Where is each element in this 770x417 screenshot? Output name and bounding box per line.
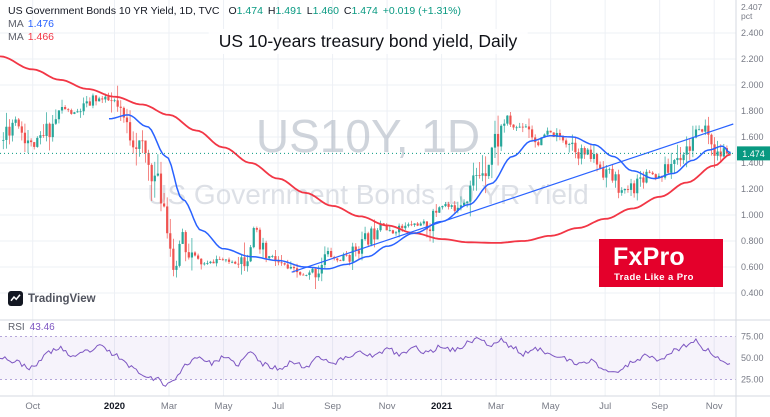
trendline[interactable] [291,123,734,273]
change-value: +0.019 (+1.31%) [382,5,462,17]
candlestick-series [2,85,732,289]
close-label: C [343,5,352,17]
price-tick-label: 1.800 [741,106,764,116]
rsi-legend[interactable]: RSI 43.46 [8,322,55,333]
time-tick-label: Oct [25,401,40,412]
price-tick-label: 2.000 [741,80,764,90]
open-label: O [228,5,237,17]
time-tick-label: May [542,401,560,412]
time-tick-label: May [215,401,233,412]
ma-slow-line[interactable] [0,55,731,244]
rsi-line[interactable] [0,337,731,387]
low-label: L [306,5,313,17]
fxpro-tagline: Trade Like a Pro [614,272,694,283]
rsi-value: 43.46 [29,322,55,333]
ma-fast-row[interactable]: MA 1.476 [8,18,461,31]
ma-fast-line[interactable] [108,114,731,270]
ma-fast-label: MA [8,18,24,30]
time-tick-label: Mar [161,401,177,412]
ohlc-row: US Government Bonds 10 YR Yield, 1D, TVC… [8,5,461,18]
watermark-symbol: US10Y, 1D [256,110,480,162]
symbol-title[interactable]: US Government Bonds 10 YR Yield, 1D, TVC [8,5,220,17]
open-value: 1.474 [236,5,263,17]
high-label: H [267,5,276,17]
rsi-label: RSI [8,322,25,333]
tradingview-logo-label: TradingView [28,292,96,305]
rsi-tick-label: 50.00 [741,353,764,363]
ma-slow-label: MA [8,31,24,43]
high-value: 1.491 [275,5,302,17]
time-tick-label: Sep [651,401,668,412]
price-tick-label: 1.400 [741,158,764,168]
last-price-badge-label: 1.474 [742,149,765,159]
fxpro-logo-text: FxPro [613,243,685,271]
ma-slow-value: 1.466 [27,31,55,43]
price-tick-label: 2.200 [741,54,764,64]
price-axis-unit-label: pct [741,11,753,21]
price-tick-label: 0.800 [741,236,764,246]
moving-average-lines [0,55,734,273]
time-tick-label: 2020 [104,401,125,412]
symbol-legend: US Government Bonds 10 YR Yield, 1D, TVC… [8,5,461,44]
close-value: 1.474 [351,5,378,17]
price-tick-label: 1.200 [741,184,764,194]
last-price-badge [737,146,770,161]
tradingview-logo-icon [8,291,23,306]
price-tick-label: 1.600 [741,132,764,142]
time-tick-label: Sep [324,401,341,412]
rsi-tick-label: 25.00 [741,375,764,385]
rsi-tick-label: 75.00 [741,332,764,342]
low-value: 1.460 [312,5,339,17]
chart-title: US 10-years treasury bond yield, Daily [208,29,528,54]
tradingview-attribution[interactable]: TradingView [8,291,96,306]
price-tick-label: 2.400 [741,28,764,38]
time-tick-label: Jul [272,401,284,412]
time-tick-label: Nov [379,401,396,412]
time-tick-label: 2021 [431,401,453,412]
price-tick-label: 0.600 [741,262,764,272]
watermark-description: US Government Bonds 10 YR Yield [147,179,589,210]
price-axis-max-label: 2.407 [741,2,763,12]
ma-slow-row[interactable]: MA 1.466 [8,31,461,44]
price-tick-label: 0.400 [741,288,764,298]
price-tick-label: 1.000 [741,210,764,220]
time-tick-label: Jul [599,401,611,412]
fxpro-logo: FxPro Trade Like a Pro [599,239,723,287]
time-tick-label: Nov [706,401,723,412]
rsi-pane [0,336,736,387]
ma-fast-value: 1.476 [27,18,55,30]
time-tick-label: Mar [488,401,504,412]
chart-grid [0,0,736,396]
